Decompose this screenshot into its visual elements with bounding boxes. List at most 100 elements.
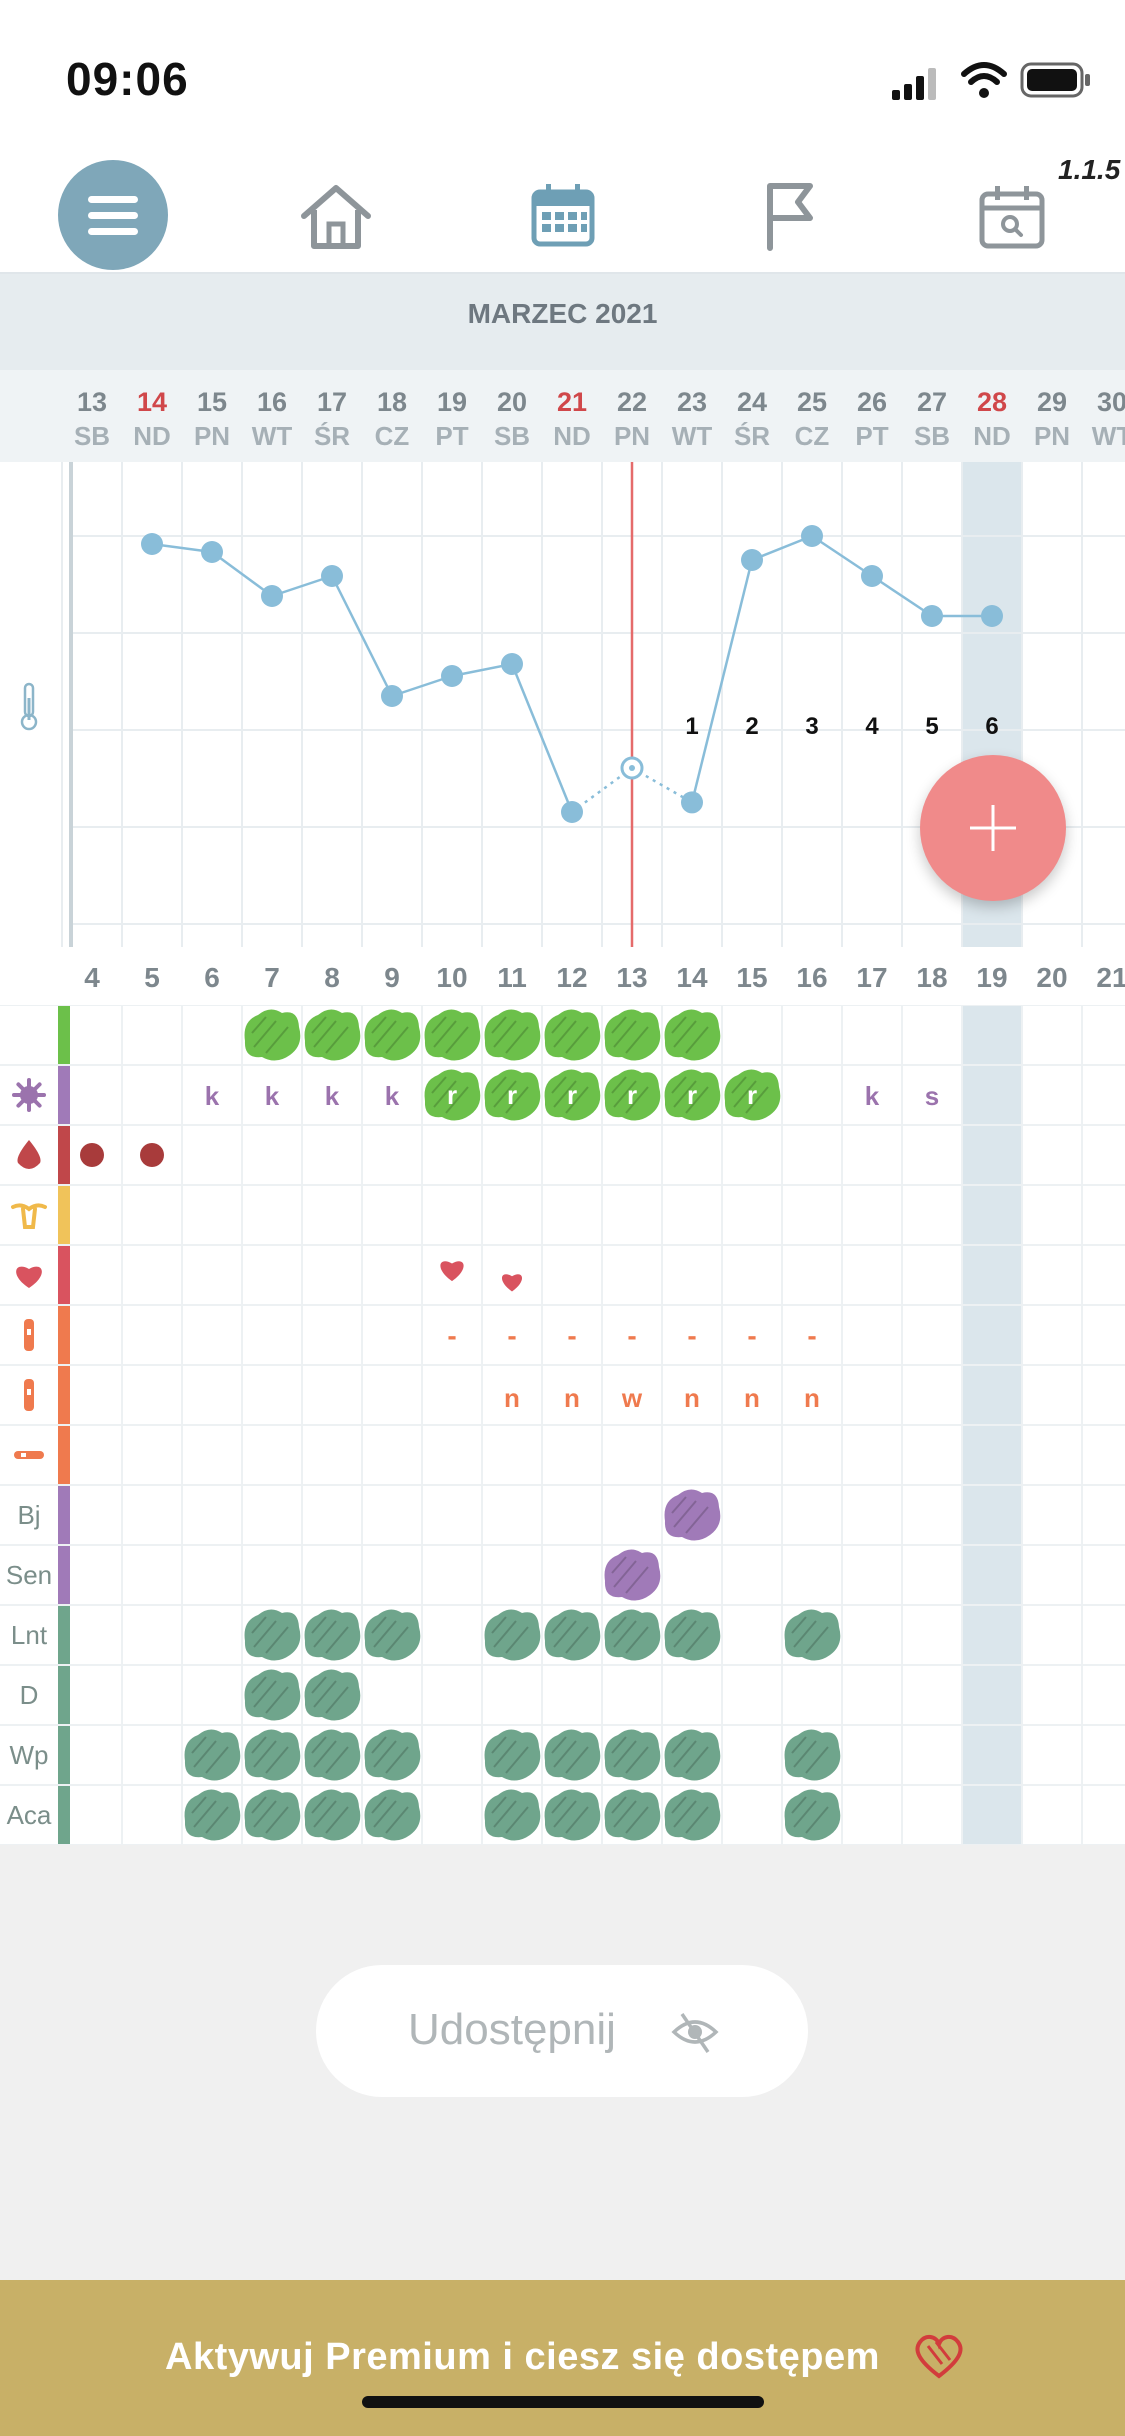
row-label: Wp bbox=[9, 1740, 49, 1770]
post-ovulation-day-label: 3 bbox=[805, 713, 818, 740]
symptom-blob bbox=[664, 1729, 721, 1781]
mucus-blob: r bbox=[664, 1069, 721, 1121]
row-label: D bbox=[19, 1680, 39, 1710]
share-button[interactable] bbox=[316, 1965, 808, 2097]
day-column-header[interactable]: 25 CZ bbox=[782, 385, 842, 453]
symptom-blob bbox=[244, 1669, 301, 1721]
month-bar bbox=[0, 274, 1125, 370]
cycle-day-number: 4 bbox=[84, 962, 100, 993]
weekday-label: PN bbox=[193, 421, 231, 451]
day-number: 20 bbox=[496, 387, 528, 417]
day-number: 23 bbox=[676, 387, 708, 417]
day-number: 16 bbox=[256, 387, 288, 417]
cycle-day-number: 18 bbox=[916, 962, 948, 993]
temperature-line-segment bbox=[211, 550, 273, 598]
day-column-header[interactable]: 29 PN bbox=[1022, 385, 1082, 453]
mucus-blob: r bbox=[724, 1069, 781, 1121]
add-entry-button[interactable] bbox=[920, 755, 1066, 901]
svg-text:r: r bbox=[627, 1080, 637, 1110]
post-ovulation-day-label: 1 bbox=[685, 713, 698, 740]
svg-text:r: r bbox=[687, 1080, 697, 1110]
cycle-day-number: 10 bbox=[436, 962, 468, 993]
row-label: Sen bbox=[5, 1560, 53, 1590]
thermometer-stick-icon bbox=[14, 1451, 44, 1459]
day-column-header[interactable]: 24 ŚR bbox=[722, 385, 782, 453]
observation-blob bbox=[484, 1009, 541, 1061]
day-column-header[interactable]: 21 ND bbox=[542, 385, 602, 453]
weekday-label: PN bbox=[1033, 421, 1071, 451]
cycle-day-number: 21 bbox=[1096, 962, 1125, 993]
svg-text:r: r bbox=[507, 1080, 517, 1110]
symptom-blob bbox=[664, 1789, 721, 1841]
day-column-header[interactable]: 26 PT bbox=[842, 385, 902, 453]
menu-icon bbox=[88, 196, 138, 235]
weekday-label: WT bbox=[1091, 421, 1125, 451]
weekday-label: PN bbox=[613, 421, 651, 451]
lh-test-marker: - bbox=[747, 1320, 756, 1351]
day-column-header[interactable]: 28 ND bbox=[962, 385, 1022, 453]
day-column-header[interactable]: 17 ŚR bbox=[302, 385, 362, 453]
menu-button[interactable] bbox=[58, 160, 168, 270]
weekday-label: SB bbox=[493, 421, 531, 451]
mucus-blob: r bbox=[544, 1069, 601, 1121]
test-result-marker: n bbox=[684, 1383, 700, 1413]
symptom-blob bbox=[304, 1669, 361, 1721]
row-color-tab bbox=[58, 1186, 70, 1244]
symptom-blob bbox=[784, 1609, 841, 1661]
mucus-marker: k bbox=[205, 1081, 220, 1111]
weekday-label: WT bbox=[671, 421, 713, 451]
row-color-tab bbox=[58, 1726, 70, 1784]
calendar-icon[interactable] bbox=[530, 182, 596, 248]
row-label: Aca bbox=[6, 1800, 52, 1830]
day-number: 22 bbox=[616, 387, 648, 417]
temperature-line-segment bbox=[690, 559, 754, 803]
day-column-header[interactable]: 19 PT bbox=[422, 385, 482, 453]
cycle-day-number: 13 bbox=[616, 962, 648, 993]
virus-icon bbox=[12, 1078, 46, 1112]
temperature-point bbox=[801, 525, 823, 547]
day-column-header[interactable]: 13 SB bbox=[62, 385, 122, 453]
mucus-marker: k bbox=[865, 1081, 880, 1111]
test-result-marker: n bbox=[504, 1383, 520, 1413]
cycle-day-number: 16 bbox=[796, 962, 828, 993]
day-column-header[interactable]: 18 CZ bbox=[362, 385, 422, 453]
cycle-day-number: 17 bbox=[856, 962, 888, 993]
row-label: Lnt bbox=[10, 1620, 48, 1650]
day-column-header[interactable]: 14 ND bbox=[122, 385, 182, 453]
symptom-blob bbox=[364, 1609, 421, 1661]
mucus-blob: r bbox=[424, 1069, 481, 1121]
symptom-blob bbox=[784, 1729, 841, 1781]
intercourse-heart bbox=[440, 1261, 464, 1282]
lh-test-marker: - bbox=[567, 1320, 576, 1351]
day-column-header[interactable]: 27 SB bbox=[902, 385, 962, 453]
home-indicator bbox=[362, 2396, 764, 2408]
home-icon[interactable] bbox=[296, 180, 376, 252]
temperature-line-segment bbox=[871, 574, 933, 618]
symptom-blob bbox=[604, 1789, 661, 1841]
svg-text:r: r bbox=[447, 1080, 457, 1110]
calendar-search-icon[interactable] bbox=[978, 184, 1046, 250]
uterus-icon bbox=[11, 1203, 47, 1229]
observation-blob bbox=[304, 1009, 361, 1061]
cycle-day-number: 15 bbox=[736, 962, 768, 993]
day-column-header[interactable]: 20 SB bbox=[482, 385, 542, 453]
day-column-header[interactable]: 15 PN bbox=[182, 385, 242, 453]
day-column-header[interactable]: 23 WT bbox=[662, 385, 722, 453]
cycle-day-number: 14 bbox=[676, 962, 708, 993]
cycle-day-number: 7 bbox=[264, 962, 280, 993]
symptom-blob bbox=[664, 1609, 721, 1661]
symptom-blob bbox=[244, 1609, 301, 1661]
lh-test-marker: - bbox=[807, 1320, 816, 1351]
day-column-header[interactable]: 22 PN bbox=[602, 385, 662, 453]
observation-blob bbox=[604, 1009, 661, 1061]
row-label: Bj bbox=[17, 1500, 41, 1530]
post-ovulation-day-label: 5 bbox=[925, 713, 938, 740]
test-result-marker: n bbox=[744, 1383, 760, 1413]
day-column-header[interactable]: 30 WT bbox=[1082, 385, 1125, 453]
weekday-label: SB bbox=[913, 421, 951, 451]
flag-icon[interactable] bbox=[760, 180, 820, 252]
post-ovulation-day-label: 2 bbox=[745, 713, 758, 740]
temperature-point bbox=[921, 605, 943, 627]
day-column-header[interactable]: 16 WT bbox=[242, 385, 302, 453]
eye-slash-icon bbox=[671, 2013, 719, 2053]
